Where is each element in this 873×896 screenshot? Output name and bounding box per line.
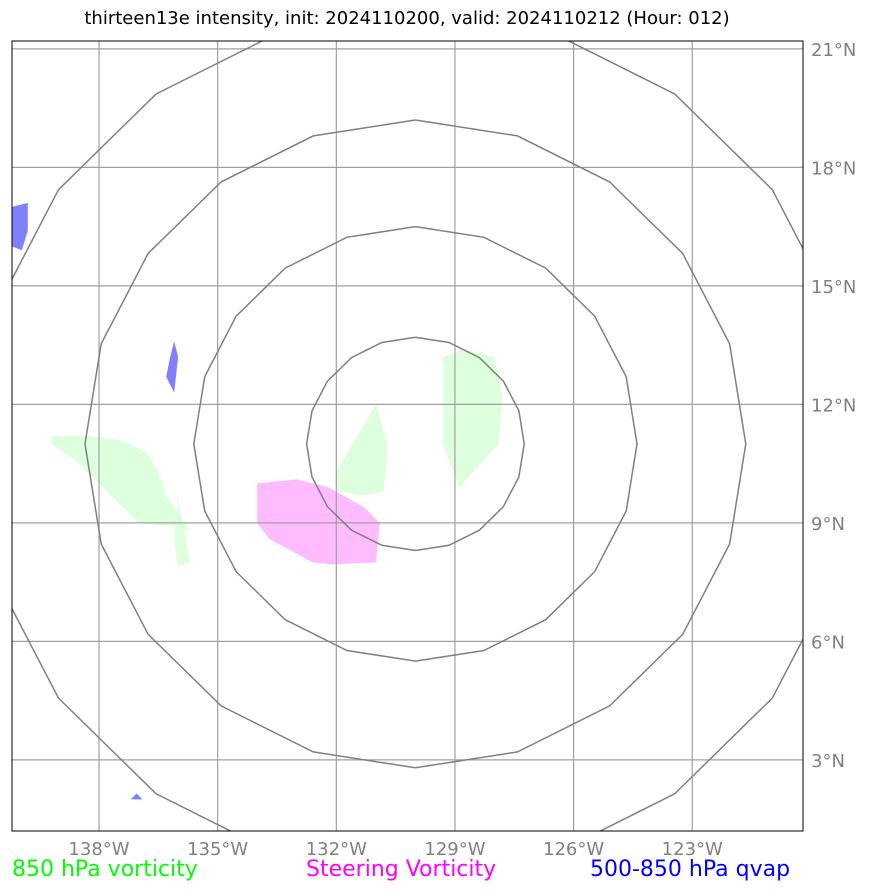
range-rings xyxy=(12,41,803,831)
vorticity-850-region xyxy=(51,436,190,531)
lon-tick-label: 123°W xyxy=(662,839,723,860)
map-frame xyxy=(11,40,804,832)
lat-tick-label: 18°N xyxy=(811,158,856,179)
vorticity-850-region xyxy=(443,349,503,488)
qvap-region xyxy=(130,793,143,800)
lat-tick-label: 12°N xyxy=(811,395,856,416)
vorticity-850-region xyxy=(174,499,190,567)
lon-tick-label: 135°W xyxy=(187,839,248,860)
range-ring xyxy=(305,336,525,552)
lon-tick-label: 129°W xyxy=(424,839,485,860)
lon-tick-label: 138°W xyxy=(68,839,129,860)
gridlines xyxy=(12,41,803,831)
range-ring xyxy=(12,41,803,831)
lat-tick-label: 15°N xyxy=(811,277,856,298)
lat-tick-label: 21°N xyxy=(811,40,856,61)
steering-vorticity-layer xyxy=(257,479,380,565)
qvap-region xyxy=(12,202,28,251)
map-title: thirteen13e intensity, init: 2024110200,… xyxy=(84,8,730,29)
range-ring xyxy=(84,119,747,769)
qvap-region xyxy=(166,341,179,393)
legend-qvap: 500-850 hPa qvap xyxy=(590,857,791,882)
lat-tick-label: 3°N xyxy=(811,751,845,772)
steering-vorticity-region xyxy=(257,479,380,565)
vorticity-850-layer xyxy=(51,349,503,567)
legend-steering-vorticity: Steering Vorticity xyxy=(306,857,497,882)
axis-labels: 138°W 135°W 132°W 129°W 126°W 123°W 21°N 18°N 15… xyxy=(68,40,856,860)
legend-vorticity-850: 850 hPa vorticity xyxy=(12,857,198,882)
lon-tick-label: 132°W xyxy=(306,839,367,860)
range-ring xyxy=(193,225,638,662)
lat-tick-label: 6°N xyxy=(811,632,845,653)
vorticity-850-region xyxy=(336,404,388,496)
lon-tick-label: 126°W xyxy=(543,839,604,860)
qvap-layer xyxy=(12,202,179,800)
lat-tick-label: 9°N xyxy=(811,514,845,535)
